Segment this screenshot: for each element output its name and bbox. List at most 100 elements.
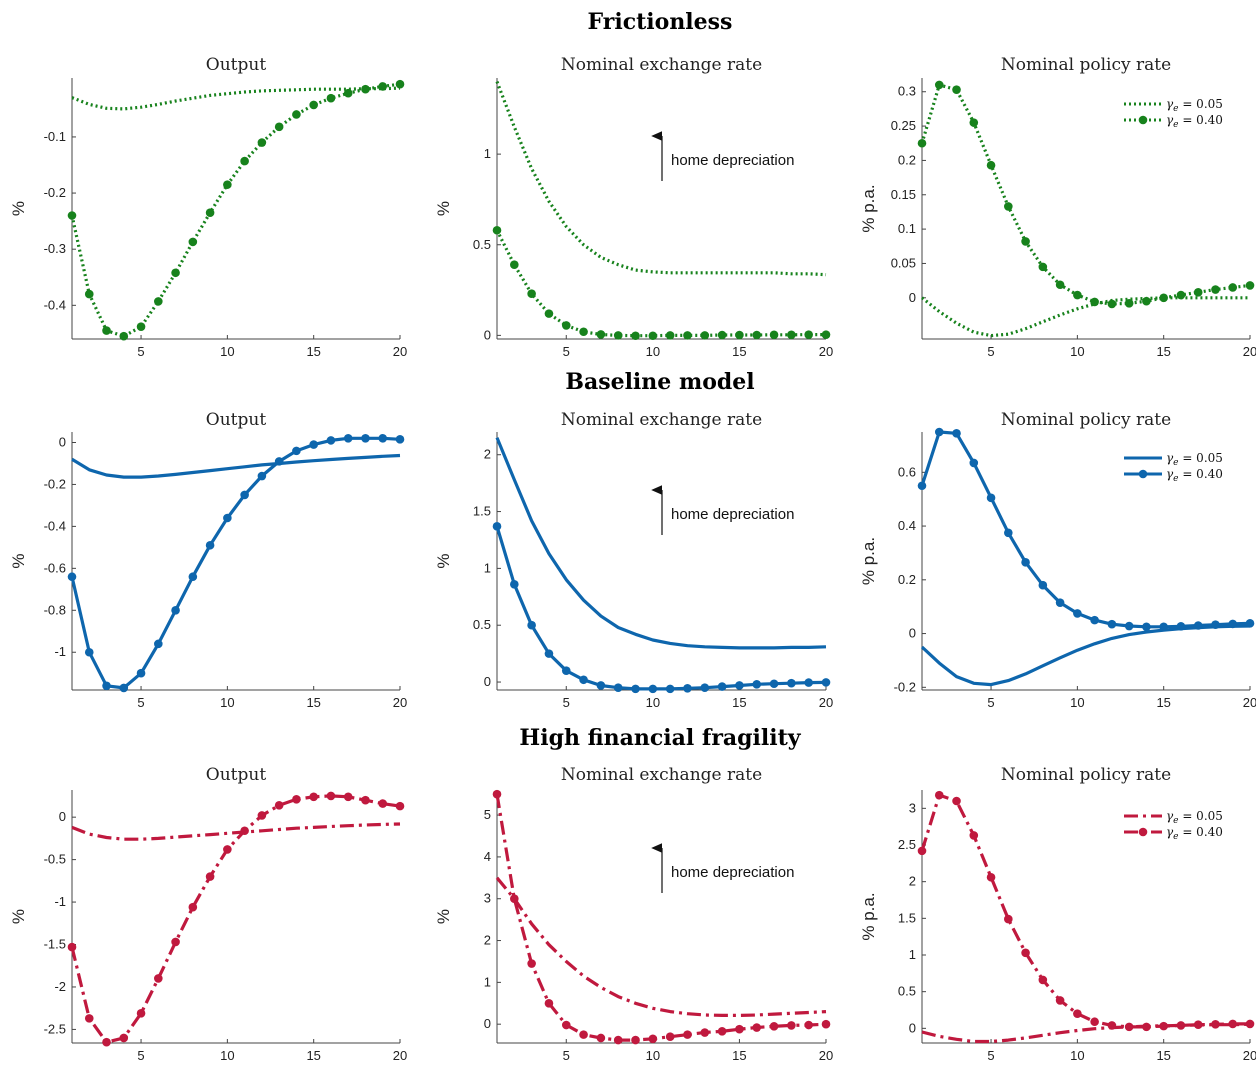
data-point — [683, 683, 692, 693]
x-tick-label: 15 — [306, 695, 320, 710]
y-axis-label: % p.a. — [859, 892, 878, 940]
legend-label-gamma-040: γe = 0.40 — [1166, 467, 1223, 484]
y-tick-label: -0.5 — [44, 852, 66, 867]
x-tick-label: 10 — [220, 344, 234, 359]
data-point — [326, 93, 336, 103]
data-point — [1142, 296, 1151, 306]
series-line-gamma-040 — [495, 229, 826, 338]
x-tick-label: 5 — [137, 344, 144, 359]
data-point — [1245, 619, 1255, 628]
data-point — [188, 902, 198, 912]
panel-r1-c2: Nominal policy rate -0.2 0 0.2 0.4 0.6 5 10 15 20… — [859, 410, 1256, 710]
data-point — [274, 122, 284, 132]
data-point — [769, 1021, 779, 1031]
data-point — [787, 1021, 796, 1030]
data-point — [240, 490, 249, 500]
data-point — [700, 1028, 710, 1037]
data-point — [1038, 580, 1048, 590]
data-point — [735, 1024, 744, 1034]
x-tick-label: 10 — [1070, 344, 1084, 359]
data-point — [136, 668, 146, 678]
data-point — [1142, 622, 1151, 632]
data-point — [934, 427, 944, 437]
x-tick-label: 15 — [1156, 344, 1170, 359]
data-point — [1159, 1021, 1168, 1031]
y-tick-label: 0.2 — [898, 152, 916, 167]
data-point — [579, 327, 588, 337]
panel-title: Output — [206, 410, 267, 430]
y-tick-label: 1.5 — [473, 504, 491, 519]
data-point — [510, 260, 519, 269]
y-tick-label: 0.25 — [891, 118, 916, 133]
data-point — [1211, 620, 1220, 629]
data-point — [1021, 948, 1030, 958]
series-line-gamma-005 — [71, 86, 401, 111]
data-point — [735, 330, 744, 340]
data-point — [631, 1035, 640, 1045]
data-point — [665, 331, 675, 340]
series-line-gamma-005 — [920, 624, 1251, 687]
y-tick-label: 2 — [484, 933, 491, 948]
y-tick-label: 1 — [484, 560, 491, 575]
data-point — [326, 791, 336, 801]
data-point — [257, 811, 267, 820]
data-point — [1038, 262, 1048, 272]
data-point — [223, 513, 232, 523]
data-point — [717, 682, 727, 691]
data-point — [821, 678, 831, 687]
data-point — [821, 1019, 831, 1029]
y-tick-label: -2.5 — [44, 1021, 66, 1036]
y-axis-label: % — [9, 553, 28, 568]
x-tick-label: 10 — [220, 695, 234, 710]
data-point — [119, 331, 129, 341]
data-point — [188, 572, 198, 582]
data-point — [492, 522, 502, 531]
y-axis-label: % p.a. — [859, 537, 878, 585]
data-point — [1211, 1020, 1220, 1029]
series-line-gamma-005 — [71, 453, 401, 479]
y-tick-label: 1 — [484, 974, 491, 989]
data-point — [527, 620, 536, 630]
series-line-gamma-005 — [495, 437, 827, 650]
y-axis-label: % — [9, 201, 28, 216]
data-point — [986, 493, 996, 503]
data-point — [1055, 280, 1065, 290]
y-tick-label: 0.5 — [473, 617, 491, 632]
data-point — [700, 331, 710, 340]
y-tick-label: 0.1 — [898, 221, 916, 236]
x-tick-label: 15 — [732, 344, 746, 359]
data-point — [274, 800, 284, 810]
y-tick-label: 0 — [909, 290, 916, 305]
data-point — [361, 795, 370, 805]
data-point — [648, 1034, 658, 1044]
data-point — [84, 647, 94, 657]
data-point — [1124, 298, 1134, 308]
data-point — [1193, 1020, 1203, 1029]
y-tick-label: 0 — [59, 809, 66, 824]
panel-title: Nominal policy rate — [1001, 410, 1171, 430]
legend-label-gamma-040: γe = 0.40 — [1166, 113, 1223, 130]
y-tick-label: 0 — [484, 674, 491, 689]
panel-r0-c0: Output -0.4 -0.3 -0.2 -0.1 5 10 15 20% — [9, 55, 407, 359]
data-point — [154, 297, 163, 306]
data-point — [395, 801, 405, 811]
data-point — [205, 540, 215, 550]
y-tick-label: 0 — [484, 327, 491, 342]
data-point — [561, 321, 571, 330]
data-point — [527, 959, 536, 968]
data-point — [631, 331, 640, 341]
x-tick-label: 5 — [137, 1048, 144, 1063]
data-point — [343, 433, 353, 443]
data-point — [752, 680, 762, 689]
data-point — [361, 84, 370, 94]
data-point — [510, 894, 519, 904]
data-point — [84, 1014, 94, 1023]
data-point — [1055, 598, 1065, 607]
data-point — [596, 1033, 606, 1043]
data-point — [510, 579, 519, 589]
legend-marker — [1138, 827, 1148, 837]
data-point — [292, 110, 301, 119]
data-point — [188, 237, 198, 247]
